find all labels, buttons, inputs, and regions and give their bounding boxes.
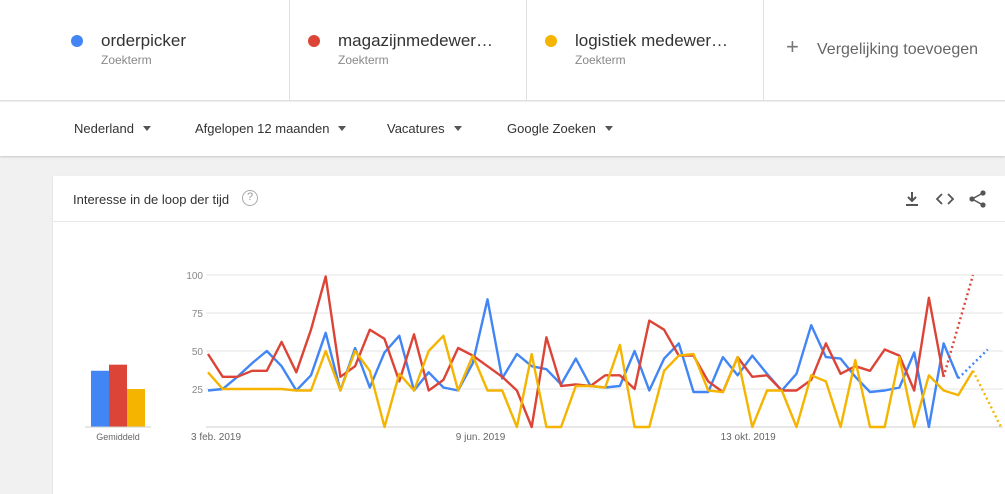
time-range-dropdown[interactable]: Afgelopen 12 maanden: [195, 121, 347, 136]
term-type: Zoekterm: [101, 53, 152, 67]
x-tick-label: 3 feb. 2019: [191, 432, 241, 443]
comparison-bar: orderpicker Zoekterm magazijnmedewer… Zo…: [0, 0, 1005, 101]
time-range-label: Afgelopen 12 maanden: [195, 121, 330, 136]
card-header: Interesse in de loop der tijd ?: [53, 176, 1005, 222]
caret-down-icon: [143, 126, 151, 131]
term-color-dot: [71, 35, 83, 47]
term-color-dot: [545, 35, 557, 47]
y-tick-label: 50: [192, 347, 204, 358]
average-bar: [91, 370, 109, 427]
search-type-label: Google Zoeken: [507, 121, 596, 136]
plus-icon: +: [786, 34, 799, 59]
series-line: [206, 275, 945, 429]
term-color-dot: [308, 35, 320, 47]
filter-bar: Nederland Afgelopen 12 maanden Vacatures…: [0, 102, 1005, 156]
term-name: logistiek medewer…: [575, 31, 729, 50]
series-line: [207, 334, 975, 429]
average-label: Gemiddeld: [96, 432, 140, 442]
search-term-3[interactable]: logistiek medewer… Zoekterm: [527, 0, 764, 101]
x-tick-label: 13 okt. 2019: [721, 432, 776, 443]
caret-down-icon: [338, 126, 347, 131]
y-tick-label: 100: [186, 271, 203, 282]
help-icon[interactable]: ?: [242, 190, 258, 206]
download-icon[interactable]: [901, 188, 923, 210]
region-dropdown[interactable]: Nederland: [74, 121, 151, 136]
average-bar: [127, 389, 145, 427]
category-label: Vacatures: [387, 121, 445, 136]
term-name: orderpicker: [101, 31, 187, 50]
y-tick-label: 25: [192, 385, 204, 396]
search-term-1[interactable]: orderpicker Zoekterm: [53, 0, 290, 101]
term-type: Zoekterm: [575, 53, 626, 67]
add-comparison-button[interactable]: + Vergelijking toevoegen: [764, 0, 1005, 101]
average-bar: [109, 364, 127, 427]
series-partial-line: [942, 274, 975, 378]
search-term-2[interactable]: magazijnmedewer… Zoekterm: [290, 0, 527, 101]
x-tick-label: 9 jun. 2019: [456, 432, 506, 443]
interest-chart: 25 50 75 100 Gemiddeld 3 feb. 2019 9 jun. 20…: [85, 271, 1003, 443]
term-name: magazijnmedewer…: [338, 31, 493, 50]
term-type: Zoekterm: [338, 53, 389, 67]
embed-icon[interactable]: [934, 188, 956, 210]
series-partial-line: [971, 370, 1003, 428]
series-partial-line: [957, 348, 989, 380]
share-icon[interactable]: [967, 188, 989, 210]
interest-over-time-card: Interesse in de loop der tijd ? 25 50 75 10…: [53, 176, 1005, 494]
caret-down-icon: [453, 126, 462, 131]
y-tick-label: 75: [192, 309, 204, 320]
region-label: Nederland: [74, 121, 134, 136]
add-comparison-label: Vergelijking toevoegen: [817, 41, 979, 58]
category-dropdown[interactable]: Vacatures: [387, 121, 462, 136]
caret-down-icon: [604, 126, 613, 131]
card-title: Interesse in de loop der tijd: [73, 192, 230, 207]
search-type-dropdown[interactable]: Google Zoeken: [507, 121, 613, 136]
